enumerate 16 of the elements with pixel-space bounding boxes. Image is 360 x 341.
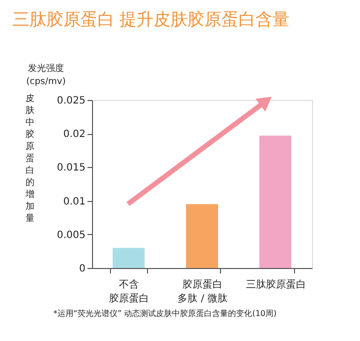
x-tick-label: 胶原蛋白多肽 / 微肽 [178,278,228,304]
y-tick-label: 0.01 [63,196,86,208]
chart-title: 三肽胶原蛋白 提升皮肤胶原蛋白含量 [12,10,290,30]
y-tick-label: 0.005 [56,230,86,241]
y-axis-title: 发光强度 (cps/mv) [26,63,66,87]
bar [186,204,218,268]
y-tick-label: 0 [79,264,86,274]
bar [112,248,145,268]
x-tick-label: 三肽胶原蛋白 [246,278,306,290]
y-tick-label: 0.015 [56,162,86,174]
bar [259,136,292,268]
x-tick-label: 不含胶原蛋白 [109,278,150,304]
y-tick-label: 0.025 [56,96,86,106]
y-tick-label: 0.02 [63,129,86,140]
text: *运用“荧光光谱仪” 动态测试皮肤中胶原蛋白含量的变化(10周) [53,309,277,318]
text: 皮肤中胶原蛋白的增加量 [26,94,34,224]
